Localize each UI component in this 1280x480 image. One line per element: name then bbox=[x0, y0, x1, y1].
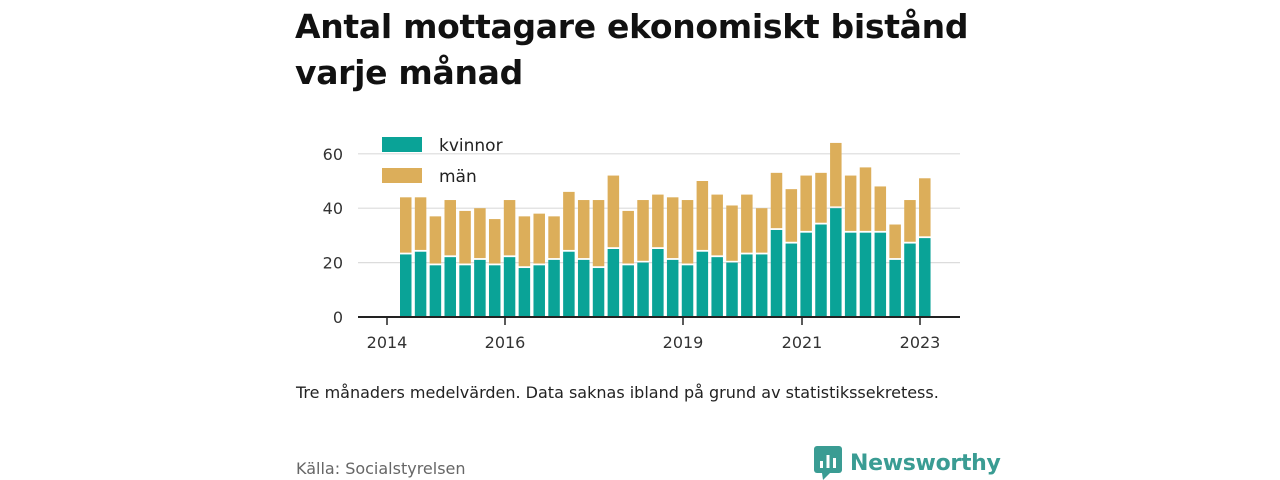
bar-man bbox=[741, 194, 753, 253]
bar-man bbox=[859, 167, 872, 231]
bar-man bbox=[400, 197, 412, 253]
bar-kvinnor bbox=[607, 249, 620, 317]
bar-man bbox=[830, 142, 842, 207]
bar-kvinnor bbox=[414, 251, 427, 317]
bar-man bbox=[652, 194, 664, 248]
legend-swatch bbox=[382, 137, 422, 152]
bar-man bbox=[844, 175, 857, 231]
bar-kvinnor bbox=[548, 259, 560, 317]
bar-kvinnor bbox=[592, 268, 605, 317]
bar-kvinnor bbox=[459, 265, 471, 317]
stacked-bar-chart: 0 20 40 60 2014 2016 2019 2021 2023 kvinnor män bbox=[323, 136, 960, 352]
bar-kvinnor bbox=[503, 257, 516, 317]
bar-man bbox=[785, 189, 798, 242]
x-tick-label: 2014 bbox=[367, 333, 408, 352]
bar-kvinnor bbox=[844, 232, 857, 317]
bar-man bbox=[503, 200, 516, 256]
bar-kvinnor bbox=[770, 229, 783, 317]
bar-kvinnor bbox=[904, 243, 916, 317]
bar-kvinnor bbox=[563, 251, 575, 317]
bar-man bbox=[800, 175, 812, 231]
bar-man bbox=[696, 181, 709, 250]
brand-name: Newsworthy bbox=[850, 450, 1001, 476]
bar-man bbox=[637, 200, 649, 261]
bar-kvinnor bbox=[696, 251, 709, 317]
bar-kvinnor bbox=[889, 259, 901, 317]
bar-kvinnor bbox=[474, 259, 486, 317]
x-tick-label: 2023 bbox=[900, 333, 941, 352]
bar-man bbox=[488, 219, 501, 264]
bar-kvinnor bbox=[919, 238, 931, 317]
bar-man bbox=[726, 205, 738, 261]
legend-label: män bbox=[439, 167, 477, 187]
bar-man bbox=[429, 216, 442, 264]
chart-title: Antal mottagare ekonomiskt bistånd varje… bbox=[295, 7, 969, 92]
bar-man bbox=[444, 200, 456, 256]
y-tick-label: 40 bbox=[323, 199, 343, 218]
y-tick-label: 60 bbox=[323, 145, 343, 164]
bars bbox=[400, 142, 931, 317]
bar-man bbox=[607, 175, 620, 248]
bar-kvinnor bbox=[488, 265, 501, 317]
bar-man bbox=[770, 172, 783, 229]
bar-kvinnor bbox=[800, 232, 812, 317]
legend: kvinnor män bbox=[382, 136, 503, 187]
legend-swatch bbox=[382, 168, 422, 183]
bar-man bbox=[666, 197, 679, 259]
bar-kvinnor bbox=[444, 257, 456, 317]
bar-man bbox=[563, 191, 575, 250]
bar-man bbox=[711, 194, 723, 256]
bar-man bbox=[474, 208, 486, 259]
bar-man bbox=[919, 178, 931, 237]
source-text: Källa: Socialstyrelsen bbox=[296, 459, 466, 478]
bar-man bbox=[889, 224, 901, 259]
bar-man bbox=[592, 200, 605, 267]
brand[interactable]: Newsworthy bbox=[814, 446, 1001, 480]
bar-kvinnor bbox=[859, 232, 872, 317]
bar-man bbox=[414, 197, 427, 250]
chart-note: Tre månaders medelvärden. Data saknas ib… bbox=[296, 383, 939, 402]
bar-man bbox=[533, 213, 545, 264]
bar-kvinnor bbox=[533, 265, 545, 317]
bar-man bbox=[622, 210, 634, 264]
x-axis-ticks: 2014 2016 2019 2021 2023 bbox=[367, 317, 941, 352]
bar-kvinnor bbox=[726, 262, 738, 317]
bar-kvinnor bbox=[755, 254, 768, 317]
bar-man bbox=[874, 186, 887, 231]
bar-man bbox=[815, 172, 827, 223]
bar-kvinnor bbox=[741, 254, 753, 317]
bar-kvinnor bbox=[652, 249, 664, 317]
bar-kvinnor bbox=[830, 208, 842, 317]
bar-man bbox=[548, 216, 560, 259]
x-tick-label: 2021 bbox=[782, 333, 823, 352]
bar-kvinnor bbox=[874, 232, 887, 317]
y-axis-ticks: 0 20 40 60 bbox=[323, 145, 343, 327]
bar-man bbox=[518, 216, 531, 267]
bar-kvinnor bbox=[681, 265, 694, 317]
y-tick-label: 20 bbox=[323, 254, 343, 273]
bar-kvinnor bbox=[815, 224, 827, 317]
x-tick-label: 2016 bbox=[485, 333, 526, 352]
bar-kvinnor bbox=[429, 265, 442, 317]
bar-kvinnor bbox=[400, 254, 412, 317]
bar-kvinnor bbox=[577, 259, 590, 317]
bar-kvinnor bbox=[637, 262, 649, 317]
newsworthy-logo-icon bbox=[814, 446, 842, 480]
x-tick-label: 2019 bbox=[663, 333, 704, 352]
legend-label: kvinnor bbox=[439, 136, 503, 156]
bar-kvinnor bbox=[666, 259, 679, 317]
bar-man bbox=[577, 200, 590, 259]
bar-man bbox=[904, 200, 916, 242]
bar-man bbox=[459, 210, 471, 264]
bar-kvinnor bbox=[785, 243, 798, 317]
bar-kvinnor bbox=[711, 257, 723, 317]
bar-man bbox=[755, 208, 768, 253]
bar-kvinnor bbox=[518, 268, 531, 317]
bar-man bbox=[681, 200, 694, 264]
y-tick-label: 0 bbox=[333, 308, 343, 327]
bar-kvinnor bbox=[622, 265, 634, 317]
